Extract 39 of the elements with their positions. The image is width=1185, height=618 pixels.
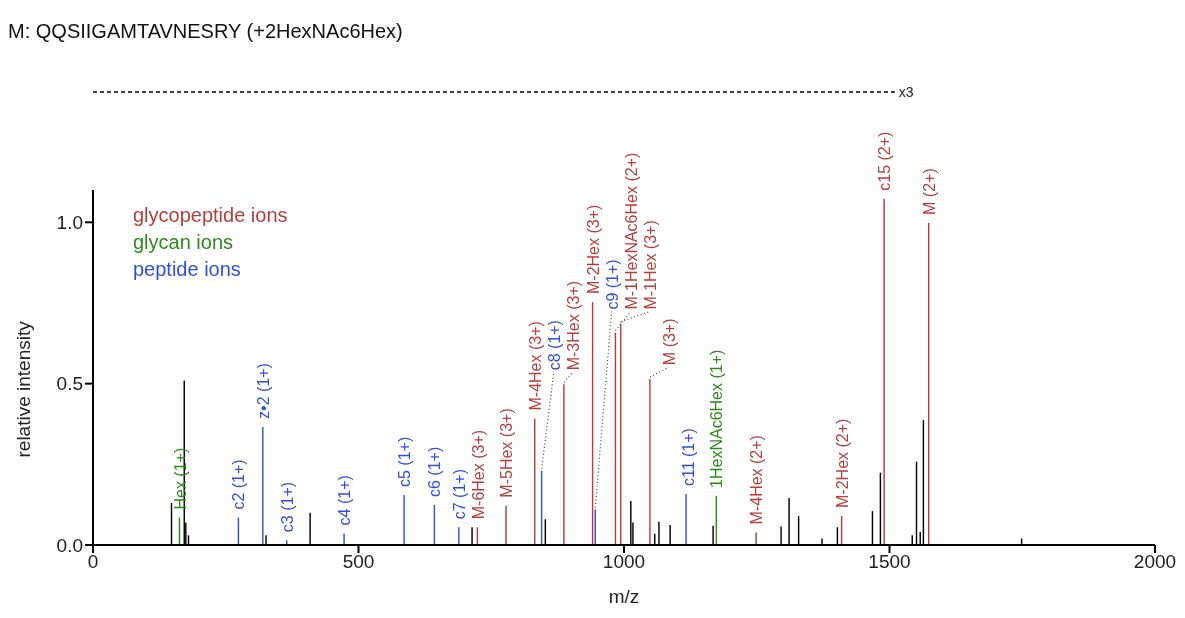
y-tick-label: 0.0 bbox=[56, 534, 83, 556]
annotation: 1HexNAc6Hex (1+) bbox=[708, 349, 726, 488]
annotation: c15 (2+) bbox=[876, 131, 894, 191]
y-tick-label: 0.5 bbox=[56, 373, 83, 395]
text: x3 bbox=[898, 84, 914, 100]
annotation: M-4Hex (2+) bbox=[748, 435, 766, 525]
annotation: c2 (1+) bbox=[230, 459, 248, 510]
chart-title: M: QQSIIGAMTAVNESRY (+2HexNAc6Hex) bbox=[8, 20, 403, 42]
annotation: c8 (1+) bbox=[545, 320, 563, 371]
annotation: M-1Hex (3+) bbox=[641, 220, 659, 310]
annotation: c5 (1+) bbox=[396, 436, 414, 487]
annotation: M-6Hex (3+) bbox=[469, 429, 487, 520]
annotation: M-4Hex (3+) bbox=[526, 321, 544, 411]
annotation: M (3+) bbox=[660, 318, 678, 366]
x-tick-label: 2000 bbox=[1133, 551, 1177, 573]
x-tick-label: 1500 bbox=[868, 551, 911, 573]
annotation: Hex (1+) bbox=[171, 447, 189, 510]
annotation: c4 (1+) bbox=[336, 475, 354, 526]
annotation: M-1HexNAc6Hex (2+) bbox=[622, 152, 640, 310]
annotation: z•2 (1+) bbox=[254, 363, 272, 419]
x-axis-title: m/z bbox=[608, 586, 640, 607]
annotation: c3 (1+) bbox=[278, 481, 296, 533]
annotation: M-3Hex (3+) bbox=[564, 280, 582, 371]
text: peptide ions bbox=[133, 258, 241, 280]
x-tick-label: 0 bbox=[87, 551, 99, 573]
annotation: M-5Hex (3+) bbox=[498, 408, 516, 498]
annotation: c7 (1+) bbox=[450, 469, 468, 520]
annotation: M-2Hex (3+) bbox=[584, 204, 602, 294]
annotation: c9 (1+) bbox=[603, 259, 621, 310]
y-tick-label: 1.0 bbox=[56, 212, 83, 234]
annotation: M-2Hex (2+) bbox=[833, 418, 851, 508]
annotation: c11 (1+) bbox=[679, 428, 697, 487]
x-tick-label: 1000 bbox=[602, 551, 646, 573]
y-axis-title: relative intensity bbox=[12, 320, 34, 458]
text: glycan ions bbox=[133, 231, 234, 253]
x-tick-label: 500 bbox=[342, 551, 375, 573]
annotation: M (2+) bbox=[920, 168, 938, 215]
text: glycopeptide ions bbox=[133, 204, 288, 226]
annotation: c6 (1+) bbox=[426, 446, 444, 497]
